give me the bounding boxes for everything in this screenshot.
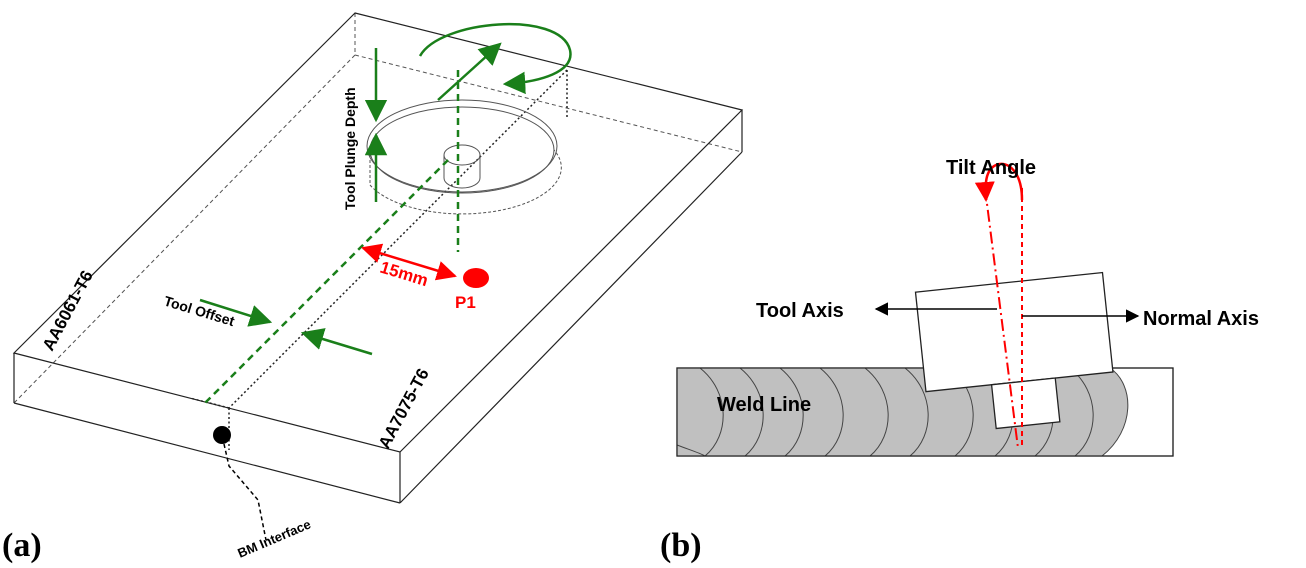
plunge-depth-label: Tool Plunge Depth xyxy=(342,87,358,210)
panel-a: Tool Plunge Depth Tool Offset 15mm P1 AA… xyxy=(2,12,744,564)
distance-arrow xyxy=(361,243,457,281)
tilt-angle-arrow xyxy=(974,162,1024,202)
plate-outline xyxy=(12,12,744,504)
distance-label: 15mm xyxy=(378,258,431,291)
plate-hidden-edges xyxy=(13,13,743,404)
tool-path-line xyxy=(202,159,449,406)
interface-marker xyxy=(213,426,231,444)
tool-shoulder xyxy=(366,99,562,215)
offset-arrows xyxy=(199,298,373,356)
interface-leader xyxy=(223,443,267,541)
normal-axis-label: Normal Axis xyxy=(1143,308,1259,330)
panel-a-label: (a) xyxy=(2,527,42,564)
tool-axis-label: Tool Axis xyxy=(756,300,844,322)
plunge-depth-arrows xyxy=(364,22,572,202)
tilt-angle-label: Tilt Angle xyxy=(946,157,1036,179)
point-p1-marker xyxy=(463,268,489,288)
tilted-tool xyxy=(914,271,1114,430)
weld-line-label: Weld Line xyxy=(717,394,811,416)
tool-offset-label: Tool Offset xyxy=(162,293,237,330)
panel-b: Tilt Angle Tool Axis Normal Axis Weld Li… xyxy=(660,157,1259,564)
panel-b-label: (b) xyxy=(660,527,702,564)
aa7075-label: AA7075-T6 xyxy=(375,365,433,452)
bm-interface-label: BM Interface xyxy=(235,516,313,560)
point-p1-label: P1 xyxy=(455,293,476,312)
aa6061-label: AA6061-T6 xyxy=(39,267,97,354)
joint-line xyxy=(189,69,568,450)
